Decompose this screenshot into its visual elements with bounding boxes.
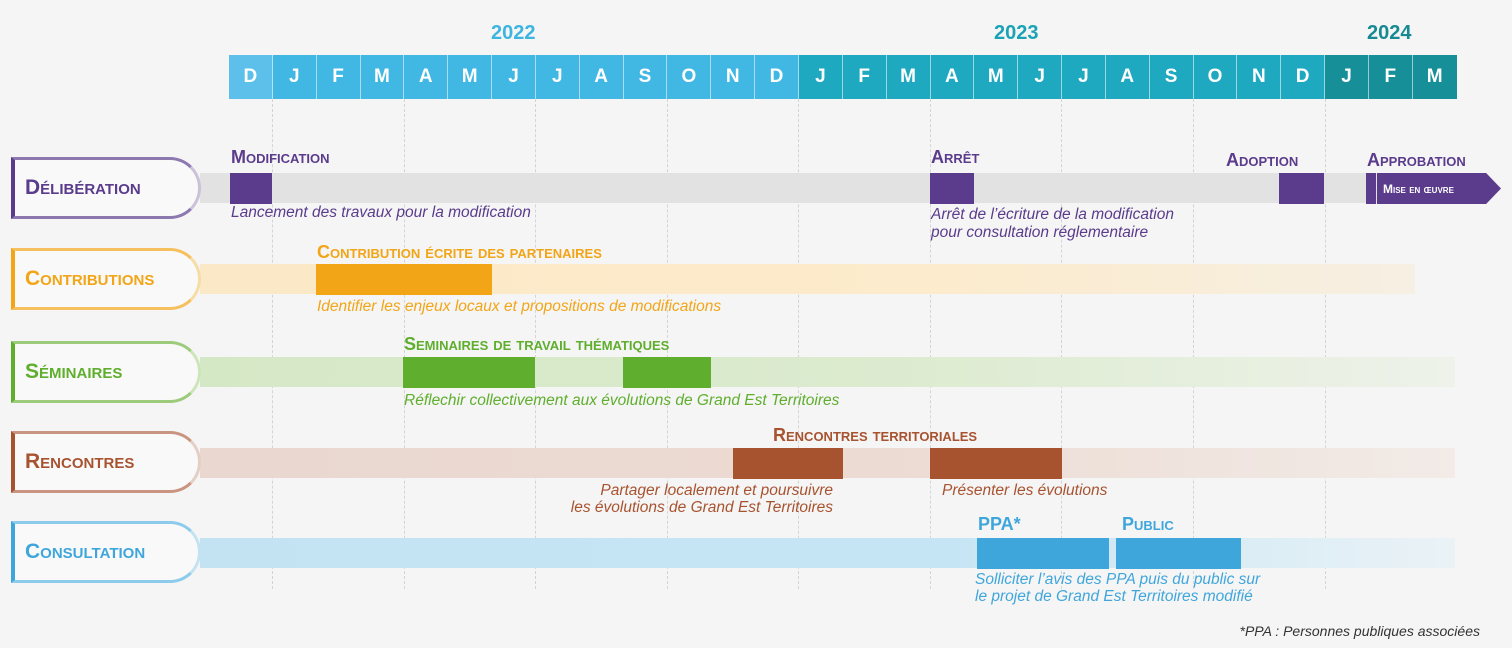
arret-desc-line-2: pour consultation réglementaire: [931, 224, 1149, 241]
month-cell: J: [1062, 55, 1106, 99]
month-header: D J F M A M J J A S O N D J F M A M J J …: [229, 55, 1457, 99]
deliberation-track: [200, 173, 1380, 203]
seminaires-bar-1: [403, 357, 535, 388]
grid-line: [1061, 99, 1062, 589]
seminaires-desc: Réflechir collectivement aux évolutions …: [404, 392, 840, 409]
seminaires-track: [200, 357, 1455, 387]
consultation-desc-line-1: Solliciter l’avis des PPA puis du public…: [975, 571, 1261, 588]
month-cell: J: [1018, 55, 1063, 99]
adoption-bar: [1279, 173, 1324, 204]
contributions-title: Contribution écrite des partenaires: [317, 242, 602, 262]
arret-desc-line-1: Arrêt de l’écriture de la modification: [931, 206, 1174, 223]
grid-line: [667, 99, 668, 589]
grid-line: [535, 99, 536, 589]
month-cell: O: [1193, 55, 1238, 99]
modification-bar: [230, 173, 272, 204]
arret-title: Arrêt: [931, 147, 980, 167]
month-cell: A: [1105, 55, 1150, 99]
seminaires-label: Séminaires: [11, 341, 201, 403]
grid-line: [1193, 99, 1194, 589]
month-cell: M: [448, 55, 493, 99]
month-cell: D: [1281, 55, 1326, 99]
rencontres-desc-right: Présenter les évolutions: [942, 482, 1108, 499]
month-cell: D: [229, 55, 273, 99]
rencontres-desc-left-line-2: les évolutions de Grand Est Territoires: [570, 499, 833, 516]
year-2022: 2022: [491, 22, 536, 44]
mise-en-oeuvre-arrow: Mise en œuvre: [1377, 173, 1501, 204]
year-2024: 2024: [1367, 22, 1412, 44]
public-title: Public: [1122, 514, 1174, 534]
grid-line: [930, 99, 931, 589]
month-cell: M: [1412, 55, 1457, 99]
ppa-title: PPA*: [978, 514, 1021, 534]
month-cell: A: [930, 55, 975, 99]
grid-line: [404, 99, 405, 589]
month-cell: A: [404, 55, 449, 99]
month-cell: N: [1237, 55, 1282, 99]
grid-line: [272, 99, 273, 589]
rencontres-bar-1: [733, 448, 843, 479]
year-2023: 2023: [994, 22, 1039, 44]
grid-line: [1325, 99, 1326, 589]
approbation-title: Approbation: [1367, 150, 1466, 170]
month-cell: F: [316, 55, 361, 99]
footnote: *PPA : Personnes publiques associées: [1239, 623, 1480, 639]
contributions-label: Contributions: [11, 248, 201, 310]
contributions-desc: Identifier les enjeux locaux et proposit…: [317, 298, 722, 315]
approbation-bar: [1366, 173, 1376, 204]
rencontres-title: Rencontres territoriales: [773, 425, 978, 445]
seminaires-title: Seminaires de travail thématiques: [404, 334, 670, 354]
mise-en-oeuvre-label: Mise en œuvre: [1383, 181, 1454, 196]
consultation-label: Consultation: [11, 521, 201, 583]
public-bar: [1116, 538, 1241, 569]
month-cell: F: [1368, 55, 1413, 99]
month-cell: M: [360, 55, 405, 99]
month-cell: F: [842, 55, 887, 99]
rencontres-label: Rencontres: [11, 431, 201, 493]
contributions-bar: [316, 264, 492, 295]
month-cell: J: [798, 55, 843, 99]
month-cell: M: [886, 55, 931, 99]
month-cell: J: [535, 55, 580, 99]
month-cell: D: [755, 55, 799, 99]
seminaires-bar-2: [623, 357, 711, 388]
month-cell: N: [711, 55, 756, 99]
month-cell: J: [272, 55, 317, 99]
adoption-title: Adoption: [1226, 150, 1299, 170]
month-cell: A: [579, 55, 624, 99]
consultation-track: [200, 538, 1455, 568]
deliberation-label: Délibération: [11, 157, 201, 219]
grid-line: [798, 99, 799, 589]
month-cell: M: [974, 55, 1019, 99]
rencontres-bar-2: [930, 448, 1062, 479]
modification-desc: Lancement des travaux pour la modificati…: [231, 204, 531, 221]
modification-title: Modification: [231, 147, 330, 167]
month-cell: J: [1325, 55, 1369, 99]
ppa-bar: [977, 538, 1109, 569]
month-cell: J: [492, 55, 536, 99]
consultation-desc-line-2: le projet de Grand Est Territoires modif…: [975, 588, 1253, 605]
month-cell: S: [623, 55, 668, 99]
rencontres-desc-left-line-1: Partager localement et poursuivre: [600, 482, 833, 499]
month-cell: S: [1149, 55, 1194, 99]
month-cell: O: [667, 55, 712, 99]
arret-bar: [930, 173, 974, 204]
